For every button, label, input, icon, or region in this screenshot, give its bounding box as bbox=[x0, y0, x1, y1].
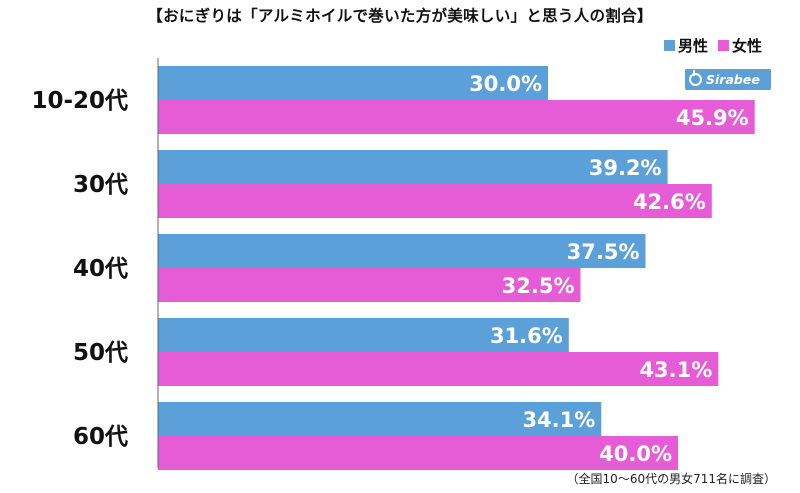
category-label-3: 50代 bbox=[73, 340, 128, 366]
sirabee-icon bbox=[689, 70, 702, 86]
bar-male-1 bbox=[158, 150, 668, 184]
value-label-female-1: 42.6% bbox=[633, 190, 706, 214]
value-label-male-3: 31.6% bbox=[490, 324, 563, 348]
value-label-female-0: 45.9% bbox=[676, 106, 749, 130]
bar-male-2 bbox=[158, 234, 646, 268]
bar-female-3 bbox=[158, 352, 719, 386]
value-label-female-3: 43.1% bbox=[639, 358, 712, 382]
bar-male-0 bbox=[158, 66, 548, 100]
legend-item-male: 男性 bbox=[663, 35, 708, 56]
bar-female-2 bbox=[158, 268, 581, 302]
chart-title: 【おにぎりは「アルミホイルで巻いた方が美味しい」と思う人の割合】 bbox=[147, 7, 653, 25]
value-label-female-4: 40.0% bbox=[599, 442, 672, 466]
value-label-male-0: 30.0% bbox=[469, 72, 542, 96]
bar-male-4 bbox=[158, 402, 602, 436]
bar-female-0 bbox=[158, 100, 755, 134]
value-label-female-2: 32.5% bbox=[502, 274, 575, 298]
value-label-male-2: 37.5% bbox=[567, 240, 640, 264]
category-label-1: 30代 bbox=[73, 172, 128, 198]
bar-male-3 bbox=[158, 318, 569, 352]
legend-swatch-female bbox=[717, 40, 729, 51]
legend-label-male: 男性 bbox=[677, 37, 708, 55]
legend-swatch-male bbox=[663, 40, 675, 51]
category-label-2: 40代 bbox=[73, 256, 128, 282]
legend: 男性 女性 bbox=[658, 35, 762, 56]
brand-logo: Sirabee bbox=[685, 69, 771, 90]
value-label-male-1: 39.2% bbox=[589, 156, 662, 180]
footnote: （全国10〜60代の男女711名に調査） bbox=[566, 472, 776, 486]
legend-label-female: 女性 bbox=[731, 37, 762, 55]
bar-female-1 bbox=[158, 184, 712, 218]
bar-female-4 bbox=[158, 436, 678, 470]
brand-name: Sirabee bbox=[706, 72, 760, 87]
category-label-0: 10-20代 bbox=[31, 88, 128, 114]
category-label-4: 60代 bbox=[73, 424, 128, 450]
legend-item-female: 女性 bbox=[717, 35, 762, 56]
value-label-male-4: 34.1% bbox=[522, 408, 595, 432]
